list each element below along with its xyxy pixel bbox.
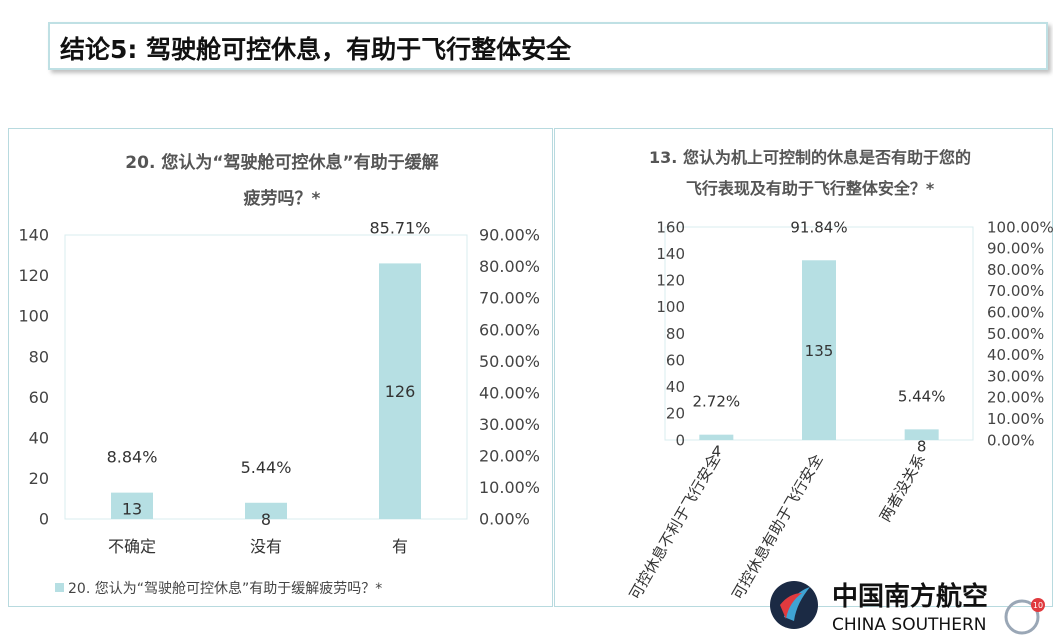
skyteam-icon <box>1004 599 1040 635</box>
legend-swatch <box>55 583 64 592</box>
fatigue-chart-panel: 20. 您认为“驾驶舱可控休息”有助于缓解 疲劳吗？* 0 20 40 60 80 100 12… <box>8 128 553 607</box>
category-label: 可控休息不利于飞行安全 <box>626 451 724 603</box>
y2-tick-label: 30.00% <box>479 415 540 434</box>
y-tick-label: 0 <box>675 431 685 449</box>
y2-tick-label: 0.00% <box>987 431 1035 449</box>
page-number-badge <box>1031 598 1045 612</box>
percent-label: 5.44% <box>241 458 292 477</box>
chart-title: 飞行表现及有助于飞行整体安全？* <box>686 179 935 198</box>
chart-title: 20. 您认为“驾驶舱可控休息”有助于缓解 <box>125 152 438 173</box>
page-number: 10 <box>1033 601 1043 610</box>
y-tick-label: 20 <box>666 405 685 423</box>
y-tick-label: 120 <box>656 272 685 290</box>
category-label: 两者没关系 <box>876 451 929 525</box>
y-tick-label: 100 <box>18 307 49 326</box>
y2-tick-label: 10.00% <box>987 410 1044 428</box>
y-tick-label: 140 <box>18 226 49 245</box>
y2-tick-label: 0.00% <box>479 510 530 529</box>
value-label: 126 <box>385 382 416 401</box>
y2-tick-label: 40.00% <box>987 346 1044 364</box>
slide-title-box: 结论5: 驾驶舱可控休息，有助于飞行整体安全 <box>48 22 1048 70</box>
percent-label: 91.84% <box>790 218 847 236</box>
y-tick-label: 80 <box>666 325 685 343</box>
bar <box>904 429 939 440</box>
logo-chinese-name: 中国南方航空 <box>832 581 988 612</box>
category-label: 没有 <box>250 537 282 556</box>
y2-tick-label: 20.00% <box>479 446 540 465</box>
y-tick-label: 40 <box>666 378 685 396</box>
safety-chart-panel: 13. 您认为机上可控制的休息是否有助于您的 飞行表现及有助于飞行整体安全？* 0 2… <box>554 128 1053 607</box>
y2-tick-label: 80.00% <box>987 261 1044 279</box>
china-southern-logo: 中国南方航空 CHINA SOUTHERN 10 <box>766 575 1053 643</box>
bar <box>802 260 836 440</box>
slide-title: 结论5: 驾驶舱可控休息，有助于飞行整体安全 <box>60 35 572 64</box>
chart-title: 疲劳吗？* <box>244 188 321 209</box>
y2-tick-label: 90.00% <box>479 226 540 245</box>
y2-tick-label: 30.00% <box>987 367 1044 385</box>
category-label: 有 <box>392 537 408 556</box>
y-tick-label: 40 <box>29 428 49 447</box>
percent-label: 85.71% <box>369 218 430 237</box>
y-tick-label: 20 <box>29 469 49 488</box>
value-label: 8 <box>917 437 927 455</box>
value-label: 8 <box>261 510 271 529</box>
y2-tick-label: 10.00% <box>479 478 540 497</box>
y2-tick-label: 100.00% <box>987 218 1053 236</box>
value-label: 13 <box>122 500 142 519</box>
y2-tick-label: 50.00% <box>479 352 540 371</box>
y2-tick-label: 40.00% <box>479 383 540 402</box>
chart-title: 13. 您认为机上可控制的休息是否有助于您的 <box>649 148 971 167</box>
logo-english-name: CHINA SOUTHERN <box>832 615 986 635</box>
y-tick-label: 60 <box>29 388 49 407</box>
y-tick-label: 0 <box>39 510 49 529</box>
value-label: 135 <box>805 342 834 360</box>
y2-tick-label: 80.00% <box>479 257 540 276</box>
fatigue-chart: 20. 您认为“驾驶舱可控休息”有助于缓解疲劳吗？* 0 20 40 60 80 100 12… <box>18 152 540 597</box>
bar <box>699 434 734 440</box>
value-label: 4 <box>712 443 722 461</box>
category-label: 不确定 <box>108 537 156 556</box>
y2-tick-label: 90.00% <box>987 240 1044 258</box>
y-tick-label: 80 <box>29 347 49 366</box>
legend-label: 20. 您认为“驾驶舱可控休息”有助于缓解疲劳吗？* <box>68 580 382 597</box>
percent-label: 8.84% <box>107 448 158 467</box>
y-tick-label: 60 <box>666 351 685 369</box>
y-tick-label: 160 <box>656 218 685 236</box>
y-tick-label: 140 <box>656 245 685 263</box>
y-tick-label: 100 <box>656 298 685 316</box>
y2-tick-label: 60.00% <box>479 320 540 339</box>
bar <box>379 263 421 519</box>
y2-tick-label: 60.00% <box>987 303 1044 321</box>
y2-tick-label: 70.00% <box>479 289 540 308</box>
percent-label: 5.44% <box>898 387 946 405</box>
y2-tick-label: 20.00% <box>987 389 1044 407</box>
bar <box>111 492 153 519</box>
bar <box>245 502 287 519</box>
y2-tick-label: 70.00% <box>987 282 1044 300</box>
y-tick-label: 120 <box>18 266 49 285</box>
percent-label: 2.72% <box>693 393 741 411</box>
y2-tick-label: 50.00% <box>987 325 1044 343</box>
